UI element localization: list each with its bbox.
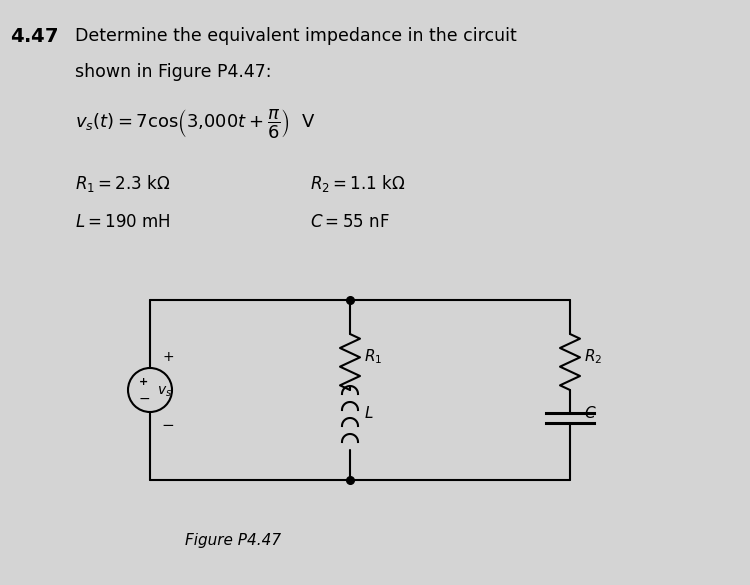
Text: $R_2 = 1.1\ \mathrm{k\Omega}$: $R_2 = 1.1\ \mathrm{k\Omega}$ [310, 173, 406, 194]
Text: $R_2$: $R_2$ [584, 347, 602, 366]
Text: $\mathbf{4.47}$: $\mathbf{4.47}$ [10, 27, 58, 46]
Text: $v_s$: $v_s$ [157, 385, 172, 399]
Text: Determine the equivalent impedance in the circuit: Determine the equivalent impedance in th… [75, 27, 517, 45]
Text: +: + [140, 377, 148, 387]
Text: $R_1$: $R_1$ [364, 347, 382, 366]
Text: shown in Figure P4.47:: shown in Figure P4.47: [75, 63, 272, 81]
Text: −: − [162, 418, 174, 432]
Text: Figure P4.47: Figure P4.47 [185, 533, 281, 548]
Text: −: − [138, 392, 150, 406]
Text: $C = 55\ \mathrm{nF}$: $C = 55\ \mathrm{nF}$ [310, 213, 390, 231]
Text: $v_s(t) = 7\cos\!\left(3{,}000t + \dfrac{\pi}{6}\right)\ \ \mathrm{V}$: $v_s(t) = 7\cos\!\left(3{,}000t + \dfrac… [75, 107, 316, 140]
Text: $C$: $C$ [584, 405, 596, 421]
Text: $R_1 = 2.3\ \mathrm{k\Omega}$: $R_1 = 2.3\ \mathrm{k\Omega}$ [75, 173, 170, 194]
Text: $L = 190\ \mathrm{mH}$: $L = 190\ \mathrm{mH}$ [75, 213, 171, 231]
Text: $L$: $L$ [364, 405, 374, 421]
Text: +: + [162, 350, 174, 364]
